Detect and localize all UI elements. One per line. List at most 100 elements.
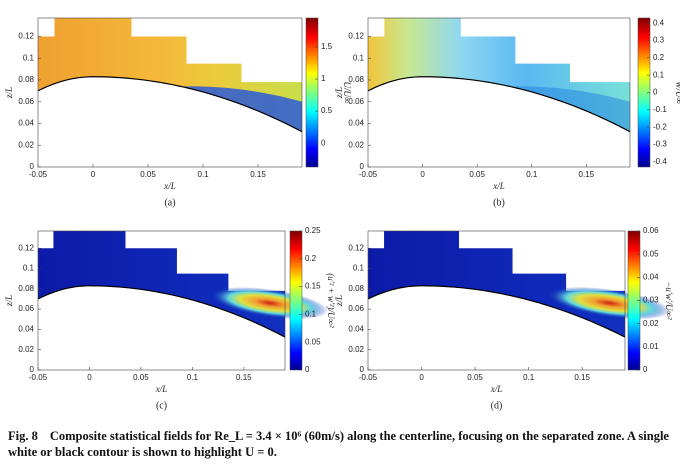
field: [368, 231, 625, 338]
y-tick-label: 0.02: [348, 140, 364, 149]
axes-frame: [37, 230, 286, 371]
y-tick-label: 0.08: [348, 75, 364, 84]
wall: [37, 285, 286, 338]
field: [38, 231, 285, 338]
colorbar-tick-label: 0.15: [305, 282, 321, 291]
x-tick-label: 0.15: [236, 373, 252, 382]
colorbar-tick-label: 0.02: [643, 319, 659, 328]
x-tick-label: 0.1: [526, 170, 538, 179]
colorbar-tick-label: 0.3: [653, 36, 665, 45]
colorbar-tick-label: 0.2: [305, 254, 317, 263]
colorbar-tick-label: 0.25: [305, 226, 321, 235]
x-tick-label: 0.1: [523, 373, 535, 382]
y-tick-label: 0.1: [353, 53, 365, 62]
axes-frame: [367, 17, 631, 168]
x-axis-label: x/L: [492, 181, 505, 191]
subplot-label: (b): [493, 197, 505, 208]
x-tick-label: 0: [419, 373, 424, 382]
axes-frame: [367, 230, 626, 371]
colorbar-tick-label: 0: [321, 138, 326, 147]
y-tick-label: 0.04: [348, 119, 364, 128]
y-axis-label: z/L: [4, 295, 14, 307]
y-tick-label: 0.1: [353, 264, 365, 273]
caption-label: Fig. 8: [8, 429, 38, 443]
y-tick-label: 0.06: [18, 97, 34, 106]
y-tick-label: 0.06: [348, 304, 364, 313]
y-tick-label: 0.12: [18, 32, 34, 41]
colorbar-tick-label: 0.05: [643, 249, 659, 258]
colorbar-tick-label: 0: [305, 365, 310, 374]
field: [38, 18, 302, 132]
y-tick-label: 0.04: [18, 325, 34, 334]
x-tick-label: -0.05: [29, 373, 48, 382]
subplot-label: (c): [156, 400, 167, 411]
wall: [367, 285, 626, 338]
separated-zone: [509, 86, 630, 132]
colorbar: [289, 230, 303, 371]
separated-zone: [181, 86, 302, 132]
subplot-label: (d): [491, 400, 503, 411]
colorbar-tick-label: 1.5: [321, 42, 333, 51]
caption-text: Composite statistical fields for Re_L = …: [8, 429, 669, 459]
colorbar-tick-label: 0: [653, 88, 658, 97]
colorbar-tick-label: 1: [321, 74, 326, 83]
y-tick-label: 0.04: [18, 119, 34, 128]
colorbar-tick-label: 0.06: [643, 226, 659, 235]
x-tick-label: 0.05: [140, 170, 156, 179]
y-axis-label: z/L: [4, 87, 14, 99]
x-axis-label: x/L: [490, 384, 503, 394]
field: [368, 18, 630, 132]
y-tick-label: 0: [360, 365, 365, 374]
colorbar-tick-label: 0.2: [653, 53, 665, 62]
y-tick-label: 0.08: [348, 284, 364, 293]
y-tick-label: 0: [360, 162, 365, 171]
colorbar-tick-label: -0.1: [653, 105, 667, 114]
x-tick-label: 0: [420, 170, 425, 179]
colorbar-label: U/U∞: [342, 82, 352, 104]
caption: Fig. 8 Composite statistical fields for R…: [8, 428, 672, 460]
x-tick-label: 0: [87, 373, 92, 382]
colorbar: [305, 17, 319, 168]
y-tick-label: 0.06: [18, 304, 34, 313]
y-tick-label: 0.04: [348, 325, 364, 334]
colorbar-tick-label: -0.4: [653, 157, 667, 166]
colorbar-tick-label: -0.2: [653, 122, 667, 131]
y-tick-label: 0.1: [23, 53, 35, 62]
y-tick-label: 0.02: [18, 140, 34, 149]
y-tick-label: 0: [30, 162, 35, 171]
x-axis-label: x/L: [155, 384, 168, 394]
colorbar-tick-label: 0.01: [643, 342, 659, 351]
y-tick-label: 0.02: [348, 345, 364, 354]
x-tick-label: 0.1: [187, 373, 199, 382]
x-tick-label: -0.05: [359, 373, 378, 382]
colorbar-tick-label: 0.4: [653, 18, 665, 27]
wall: [37, 76, 303, 133]
colorbar-tick-label: -0.3: [653, 140, 667, 149]
y-tick-label: 0.12: [348, 32, 364, 41]
colorbar-label: −u'w'/U∞²: [664, 281, 674, 320]
y-axis-label: z/L: [334, 295, 344, 307]
colorbar-label: W/U∞: [674, 81, 680, 104]
x-tick-label: 0.15: [574, 373, 590, 382]
colorbar-label: (u'² + w'²)/U∞²: [326, 273, 336, 328]
x-tick-label: 0.15: [250, 170, 266, 179]
x-tick-label: 0.05: [133, 373, 149, 382]
y-tick-label: 0.1: [23, 264, 35, 273]
colorbar-tick-label: 0.04: [643, 272, 659, 281]
y-axis-label: z/L: [334, 87, 344, 99]
wall: [367, 76, 631, 133]
x-tick-label: -0.05: [359, 170, 378, 179]
subplot-label: (a): [164, 197, 175, 208]
colorbar-tick-label: 0.1: [653, 70, 665, 79]
colorbar-tick-label: 0.1: [305, 310, 317, 319]
colorbar-tick-label: 0: [643, 365, 648, 374]
x-tick-label: 0.05: [469, 170, 485, 179]
axes-frame: [37, 17, 303, 168]
y-tick-label: 0.12: [18, 243, 34, 252]
x-tick-label: 0: [91, 170, 96, 179]
colorbar-tick-label: 0.03: [643, 296, 659, 305]
x-tick-label: 0.1: [197, 170, 209, 179]
y-tick-label: 0.12: [348, 243, 364, 252]
figure: -0.05 0 0.05 0.1 0.1500.020.040.060.080.10.1…: [4, 17, 680, 411]
